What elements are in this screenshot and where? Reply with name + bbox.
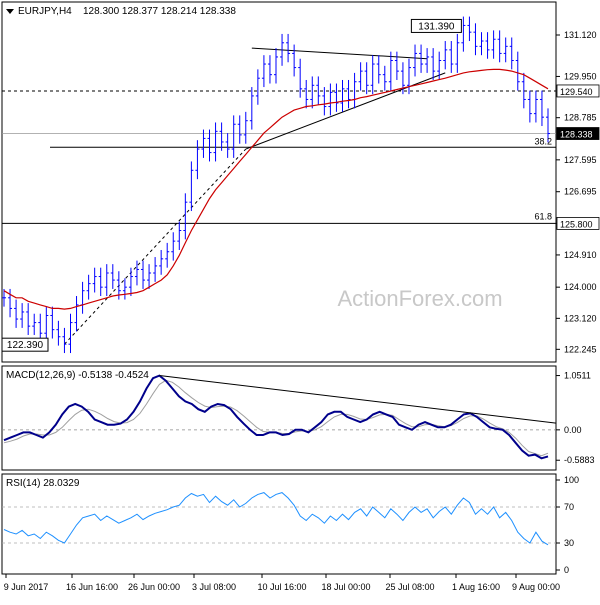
price-y-tick-label: 124.910 <box>564 250 597 260</box>
rsi-y-tick-label: 0 <box>564 565 569 575</box>
last-price-axis-box-text: 128.338 <box>560 130 593 140</box>
collapse-triangle-icon[interactable] <box>6 9 14 14</box>
low-label-box: 122.390 <box>1 337 49 352</box>
rsi-y-tick-label: 70 <box>564 502 574 512</box>
price-y-tick-label: 131.120 <box>564 30 597 40</box>
price-y-tick-label: 126.695 <box>564 187 597 197</box>
level-129-axis-box-frame <box>556 84 600 98</box>
level-125-axis-box: 125.800 <box>556 217 600 230</box>
symbol-label: EURJPY,H4 <box>18 6 72 17</box>
low-label: 122.390 <box>7 340 44 351</box>
level-129-axis-box-text: 129.540 <box>560 87 593 97</box>
macd-y-tick-label: 1.0511 <box>564 371 591 381</box>
price-y-tick-label: 128.785 <box>564 113 597 123</box>
rsi-pane-frame <box>1 473 557 575</box>
rsi-title: RSI(14) 28.0329 <box>6 478 80 489</box>
level-129-axis-box: 129.540 <box>556 84 600 98</box>
x-tick-label: 18 Jul 00:00 <box>321 582 370 592</box>
price-y-tick-label: 129.950 <box>564 71 597 81</box>
macd-layer <box>2 374 557 460</box>
fib-618-label: 61.8 <box>534 211 552 221</box>
price-y-tick-label: 123.120 <box>564 313 597 323</box>
macd-y-tick-label: -0.5883 <box>564 455 595 465</box>
macd-pane-frame <box>1 365 557 471</box>
moving-average-line <box>3 68 549 310</box>
price-y-tick-label: 127.595 <box>564 155 597 165</box>
last-price-axis-box-frame <box>556 127 600 140</box>
high-label-box: 131.390 <box>410 18 462 33</box>
x-tick-label: 10 Jul 16:00 <box>257 582 306 592</box>
price-y-tick-label: 122.245 <box>564 344 597 354</box>
price-layer: 131.390 122.390 38.2 61.8 <box>1 16 556 354</box>
rsi-layer <box>2 492 556 546</box>
axis-layer: 131.120 129.950 128.785 127.595 126.695 125.8… <box>4 30 600 592</box>
triangle-upper-trendline <box>251 47 428 60</box>
rising-support-trendline <box>64 148 247 345</box>
price-y-tick-label: 124.000 <box>564 282 597 292</box>
level-125-axis-box-frame <box>556 217 600 230</box>
rsi-y-tick-label: 30 <box>564 538 574 548</box>
x-tick-label: 9 Aug 00:00 <box>512 582 560 592</box>
last-price-axis-box: 128.338 <box>556 127 600 140</box>
ohlc-label: 128.300 128.377 128.214 128.338 <box>83 6 236 17</box>
x-tick-label: 9 Jun 2017 <box>4 582 49 592</box>
high-label: 131.390 <box>418 21 455 32</box>
macd-title: MACD(12,26,9) -0.5138 -0.4524 <box>6 370 149 381</box>
macd-divergence-trendline <box>159 375 557 424</box>
x-tick-label: 16 Jun 16:00 <box>66 582 118 592</box>
rsi-y-tick-label: 100 <box>564 475 579 485</box>
x-tick-label: 1 Aug 16:00 <box>452 582 500 592</box>
macd-y-tick-label: 0.00 <box>564 425 582 435</box>
low-label-frame <box>1 337 49 352</box>
level-125-axis-box-text: 125.800 <box>560 219 593 229</box>
chart-header: EURJPY,H4 128.300 128.377 128.214 128.33… <box>6 6 236 17</box>
x-tick-label: 3 Jul 08:00 <box>192 582 236 592</box>
x-tick-label: 26 Jun 00:00 <box>128 582 180 592</box>
x-tick-label: 25 Jul 08:00 <box>385 582 434 592</box>
watermark: ActionForex.com <box>337 286 502 311</box>
fib-382-label: 38.2 <box>534 136 552 146</box>
rsi-line <box>3 492 549 546</box>
high-label-frame <box>410 18 462 33</box>
macd-line <box>3 374 549 460</box>
